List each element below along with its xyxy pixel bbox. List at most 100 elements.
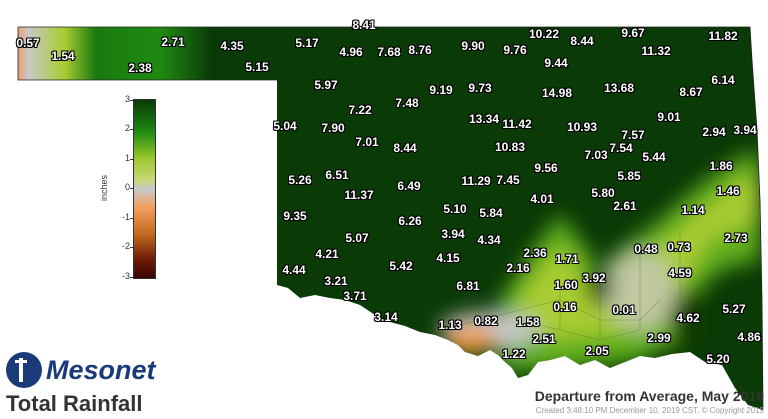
legend-tick: 1 [118, 153, 134, 163]
county-value-label: 7.68 [377, 45, 401, 59]
county-value-label: 2.71 [161, 35, 185, 49]
county-value-label: 1.54 [51, 49, 75, 63]
county-value-label: 5.04 [273, 119, 297, 133]
county-value-label: 7.90 [321, 121, 345, 135]
county-value-label: 8.76 [408, 43, 432, 57]
county-value-label: 10.93 [566, 120, 598, 134]
county-value-label: 1.60 [554, 278, 578, 292]
county-value-label: 7.22 [348, 103, 372, 117]
county-value-label: 1.14 [681, 203, 705, 217]
map-subtitle: Departure from Average, May 2019 [534, 388, 764, 404]
legend-tick: 0 [118, 182, 134, 192]
county-value-label: 2.94 [702, 125, 726, 139]
county-value-label: 7.45 [496, 173, 520, 187]
county-value-label: 13.34 [468, 112, 500, 126]
county-value-label: 4.59 [668, 266, 692, 280]
county-value-label: 2.99 [647, 331, 671, 345]
county-value-label: 13.68 [603, 81, 635, 95]
color-scale-legend [133, 99, 156, 279]
county-value-label: 0.48 [634, 242, 658, 256]
county-value-label: 2.36 [523, 246, 547, 260]
county-value-label: 4.21 [315, 247, 339, 261]
county-value-label: 7.57 [621, 128, 645, 142]
county-value-label: 11.42 [502, 117, 532, 131]
county-value-label: 1.22 [502, 347, 526, 361]
county-value-label: 4.96 [339, 45, 363, 59]
county-value-label: 11.37 [344, 188, 374, 202]
county-value-label: 5.44 [642, 150, 666, 164]
county-value-label: 1.71 [555, 252, 579, 266]
mesonet-logo: Mesonet [6, 352, 156, 388]
county-value-label: 4.34 [477, 233, 501, 247]
county-value-label: 6.14 [711, 73, 735, 87]
county-value-label: 8.44 [570, 34, 594, 48]
county-value-label: 3.92 [582, 271, 606, 285]
county-value-label: 2.38 [128, 61, 152, 75]
county-value-label: 5.42 [389, 259, 413, 273]
county-value-label: 9.90 [461, 39, 485, 53]
county-value-label: 11.82 [708, 29, 738, 43]
county-value-label: 2.16 [506, 261, 530, 275]
county-value-label: 2.51 [532, 332, 556, 346]
county-value-label: 6.51 [325, 168, 349, 182]
county-value-label: 3.14 [374, 310, 398, 324]
county-value-label: 7.01 [355, 135, 379, 149]
legend-tick: -3 [118, 271, 134, 281]
county-value-label: 4.35 [220, 39, 244, 53]
county-value-label: 3.21 [324, 274, 348, 288]
county-value-label: 9.35 [283, 209, 307, 223]
county-value-label: 5.07 [345, 231, 369, 245]
county-value-label: 5.20 [706, 352, 730, 366]
county-value-label: 7.54 [609, 141, 633, 155]
county-value-label: 3.94 [733, 123, 757, 137]
county-value-label: 14.98 [541, 86, 573, 100]
county-value-label: 8.67 [679, 85, 703, 99]
county-value-label: 3.94 [441, 227, 465, 241]
county-value-label: 8.44 [393, 141, 417, 155]
county-value-label: 0.73 [667, 240, 691, 254]
county-value-label: 5.17 [295, 36, 319, 50]
legend-tick: 3 [118, 94, 134, 104]
county-value-label: 10.83 [494, 140, 526, 154]
county-value-label: 9.19 [429, 83, 453, 97]
brand-name: Mesonet [46, 354, 156, 385]
county-value-label: 5.80 [591, 186, 615, 200]
county-value-label: 3.71 [343, 289, 367, 303]
credit-line: Created 3:48:10 PM December 10, 2019 CST… [535, 406, 764, 415]
county-value-label: 6.81 [456, 279, 480, 293]
county-value-label: 4.15 [436, 251, 460, 265]
county-value-label: 0.16 [553, 300, 577, 314]
county-value-label: 5.27 [722, 302, 746, 316]
county-value-label: 9.56 [534, 161, 558, 175]
legend-tick: -1 [118, 212, 134, 222]
county-value-label: 0.57 [16, 36, 40, 50]
county-value-label: 7.03 [584, 148, 608, 162]
county-value-label: 2.05 [585, 344, 609, 358]
county-value-label: 1.86 [709, 159, 733, 173]
county-value-label: 9.73 [468, 81, 492, 95]
county-value-label: 4.44 [282, 263, 306, 277]
county-value-label: 5.84 [479, 206, 503, 220]
county-value-label: 5.10 [443, 202, 467, 216]
county-value-label: 4.86 [737, 330, 761, 344]
county-value-label: 9.76 [503, 43, 527, 57]
legend-tick: 2 [118, 123, 134, 133]
county-value-label: 2.61 [613, 199, 637, 213]
county-value-label: 10.22 [528, 27, 560, 41]
county-value-label: 9.44 [544, 56, 568, 70]
county-value-label: 1.58 [516, 315, 540, 329]
county-value-label: 8.41 [352, 18, 376, 32]
county-value-label: 0.01 [612, 303, 636, 317]
map-title: Total Rainfall [6, 391, 143, 416]
legend-units: inches [99, 174, 109, 202]
county-value-label: 6.49 [397, 179, 421, 193]
legend-tick: -2 [118, 241, 134, 251]
county-value-label: 0.82 [474, 314, 498, 328]
county-value-label: 2.73 [724, 231, 748, 245]
county-value-label: 5.15 [245, 60, 269, 74]
county-value-label: 5.85 [617, 169, 641, 183]
county-value-label: 9.01 [657, 110, 681, 124]
county-value-label: 4.01 [530, 192, 554, 206]
county-value-label: 11.29 [461, 174, 491, 188]
county-value-label: 11.32 [641, 44, 671, 58]
